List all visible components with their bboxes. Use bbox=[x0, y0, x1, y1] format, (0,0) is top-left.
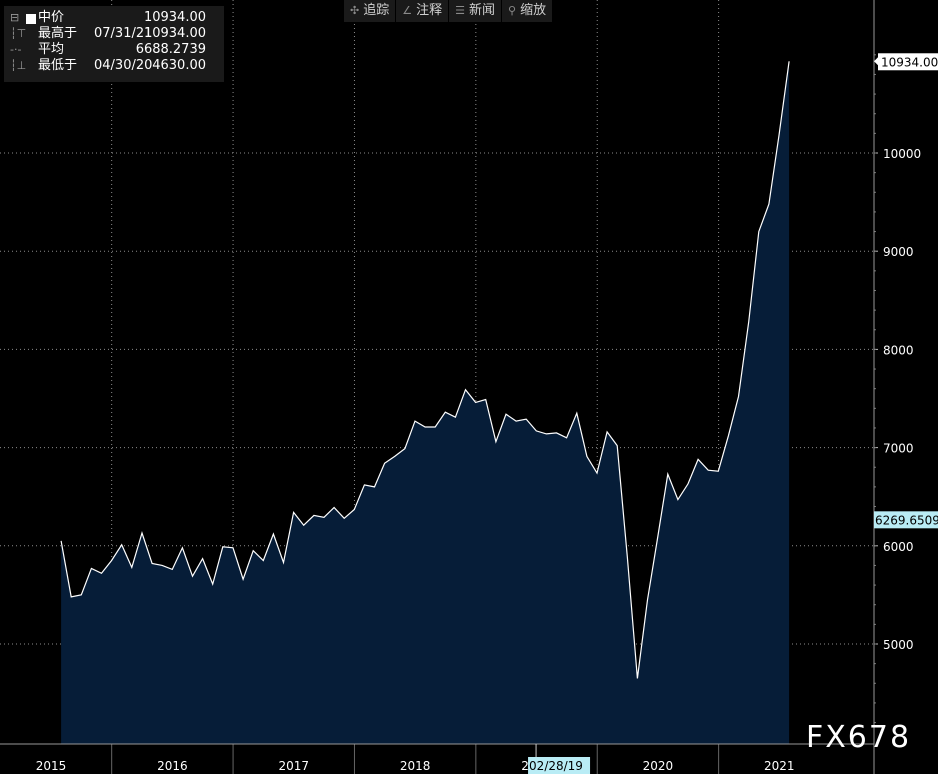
low-marker-icon: ┆⊥ bbox=[10, 59, 27, 72]
x-tick-label: 2015 bbox=[36, 759, 67, 773]
legend-high-date: 07/31/21 bbox=[94, 26, 153, 41]
watermark: FX678 bbox=[806, 720, 912, 755]
y-tick-label: 6000 bbox=[883, 540, 914, 554]
last-value-label: 10934.00 bbox=[881, 55, 938, 69]
x-tick-label: 2016 bbox=[157, 759, 188, 773]
legend-avg-label: 平均 bbox=[38, 42, 65, 57]
crosshair-icon: ✣ bbox=[350, 4, 360, 17]
y-tick-label: 9000 bbox=[883, 245, 914, 259]
legend-low-row: ┆⊥ 最低于 04/30/20 4630.00 bbox=[4, 58, 224, 74]
zoom-button[interactable]: ⚲ 缩放 bbox=[502, 0, 554, 22]
secondary-value-box bbox=[874, 511, 938, 529]
magnifier-icon: ⚲ bbox=[508, 4, 517, 17]
high-marker-icon: ┆⊤ bbox=[10, 27, 27, 40]
news-button[interactable]: ☰ 新闻 bbox=[449, 0, 503, 22]
x-tick-label: 2021 bbox=[764, 759, 795, 773]
news-icon: ☰ bbox=[455, 4, 465, 17]
last-value-box bbox=[878, 53, 938, 71]
secondary-value-label: 6269.6509 bbox=[875, 513, 938, 527]
cursor-label: 02/28/19 bbox=[529, 759, 583, 773]
news-label: 新闻 bbox=[469, 3, 496, 18]
y-tick-label: 10000 bbox=[883, 147, 921, 161]
zoom-label: 缩放 bbox=[520, 3, 547, 18]
annotate-button[interactable]: ∠ 注释 bbox=[396, 0, 450, 22]
legend-series-row: ⊟ 中价 10934.00 bbox=[4, 10, 224, 26]
trace-button[interactable]: ✣ 追踪 bbox=[344, 0, 397, 22]
chart-legend: ⊟ 中价 10934.00 ┆⊤ 最高于 07/31/21 10934.00 -… bbox=[4, 6, 224, 82]
cursor-label-box bbox=[528, 757, 591, 774]
x-tick-label: 2020 bbox=[643, 759, 674, 773]
y-tick-label: 7000 bbox=[883, 442, 914, 456]
legend-low-label: 最低于 bbox=[38, 58, 78, 73]
annotate-label: 注释 bbox=[416, 3, 443, 18]
last-value-pointer bbox=[874, 57, 878, 66]
legend-high-row: ┆⊤ 最高于 07/31/21 10934.00 bbox=[4, 26, 224, 42]
legend-high-label: 最高于 bbox=[38, 26, 78, 41]
y-tick-label: 8000 bbox=[883, 343, 914, 357]
y-tick-label: 5000 bbox=[883, 638, 914, 652]
chart-toolbar: ✣ 追踪 ∠ 注释 ☰ 新闻 ⚲ 缩放 bbox=[344, 0, 554, 22]
value-markers: 10934.00 6269.6509 bbox=[874, 53, 938, 529]
legend-avg-row: -·- 平均 6688.2739 bbox=[4, 42, 224, 58]
average-marker-icon: -·- bbox=[10, 43, 22, 56]
price-line bbox=[60, 61, 790, 679]
legend-low-value: 4630.00 bbox=[152, 58, 206, 73]
collapse-icon[interactable]: ⊟ bbox=[10, 11, 20, 24]
legend-series-label: 中价 bbox=[38, 10, 65, 25]
legend-series-value: 10934.00 bbox=[143, 10, 206, 25]
legend-low-date: 04/30/20 bbox=[94, 58, 153, 73]
trace-label: 追踪 bbox=[363, 3, 390, 18]
legend-avg-value: 6688.2739 bbox=[135, 42, 206, 57]
y-axis: 5000 6000 7000 8000 9000 10000 bbox=[873, 0, 921, 774]
x-tick-label: 2017 bbox=[278, 759, 309, 773]
price-area-fill bbox=[61, 61, 790, 745]
x-axis: 201520162017201820192020202102/28/19 bbox=[0, 743, 874, 774]
series-color-swatch bbox=[26, 14, 36, 24]
pencil-icon: ∠ bbox=[402, 4, 413, 17]
x-tick-label: 2018 bbox=[400, 759, 431, 773]
legend-high-value: 10934.00 bbox=[143, 26, 206, 41]
